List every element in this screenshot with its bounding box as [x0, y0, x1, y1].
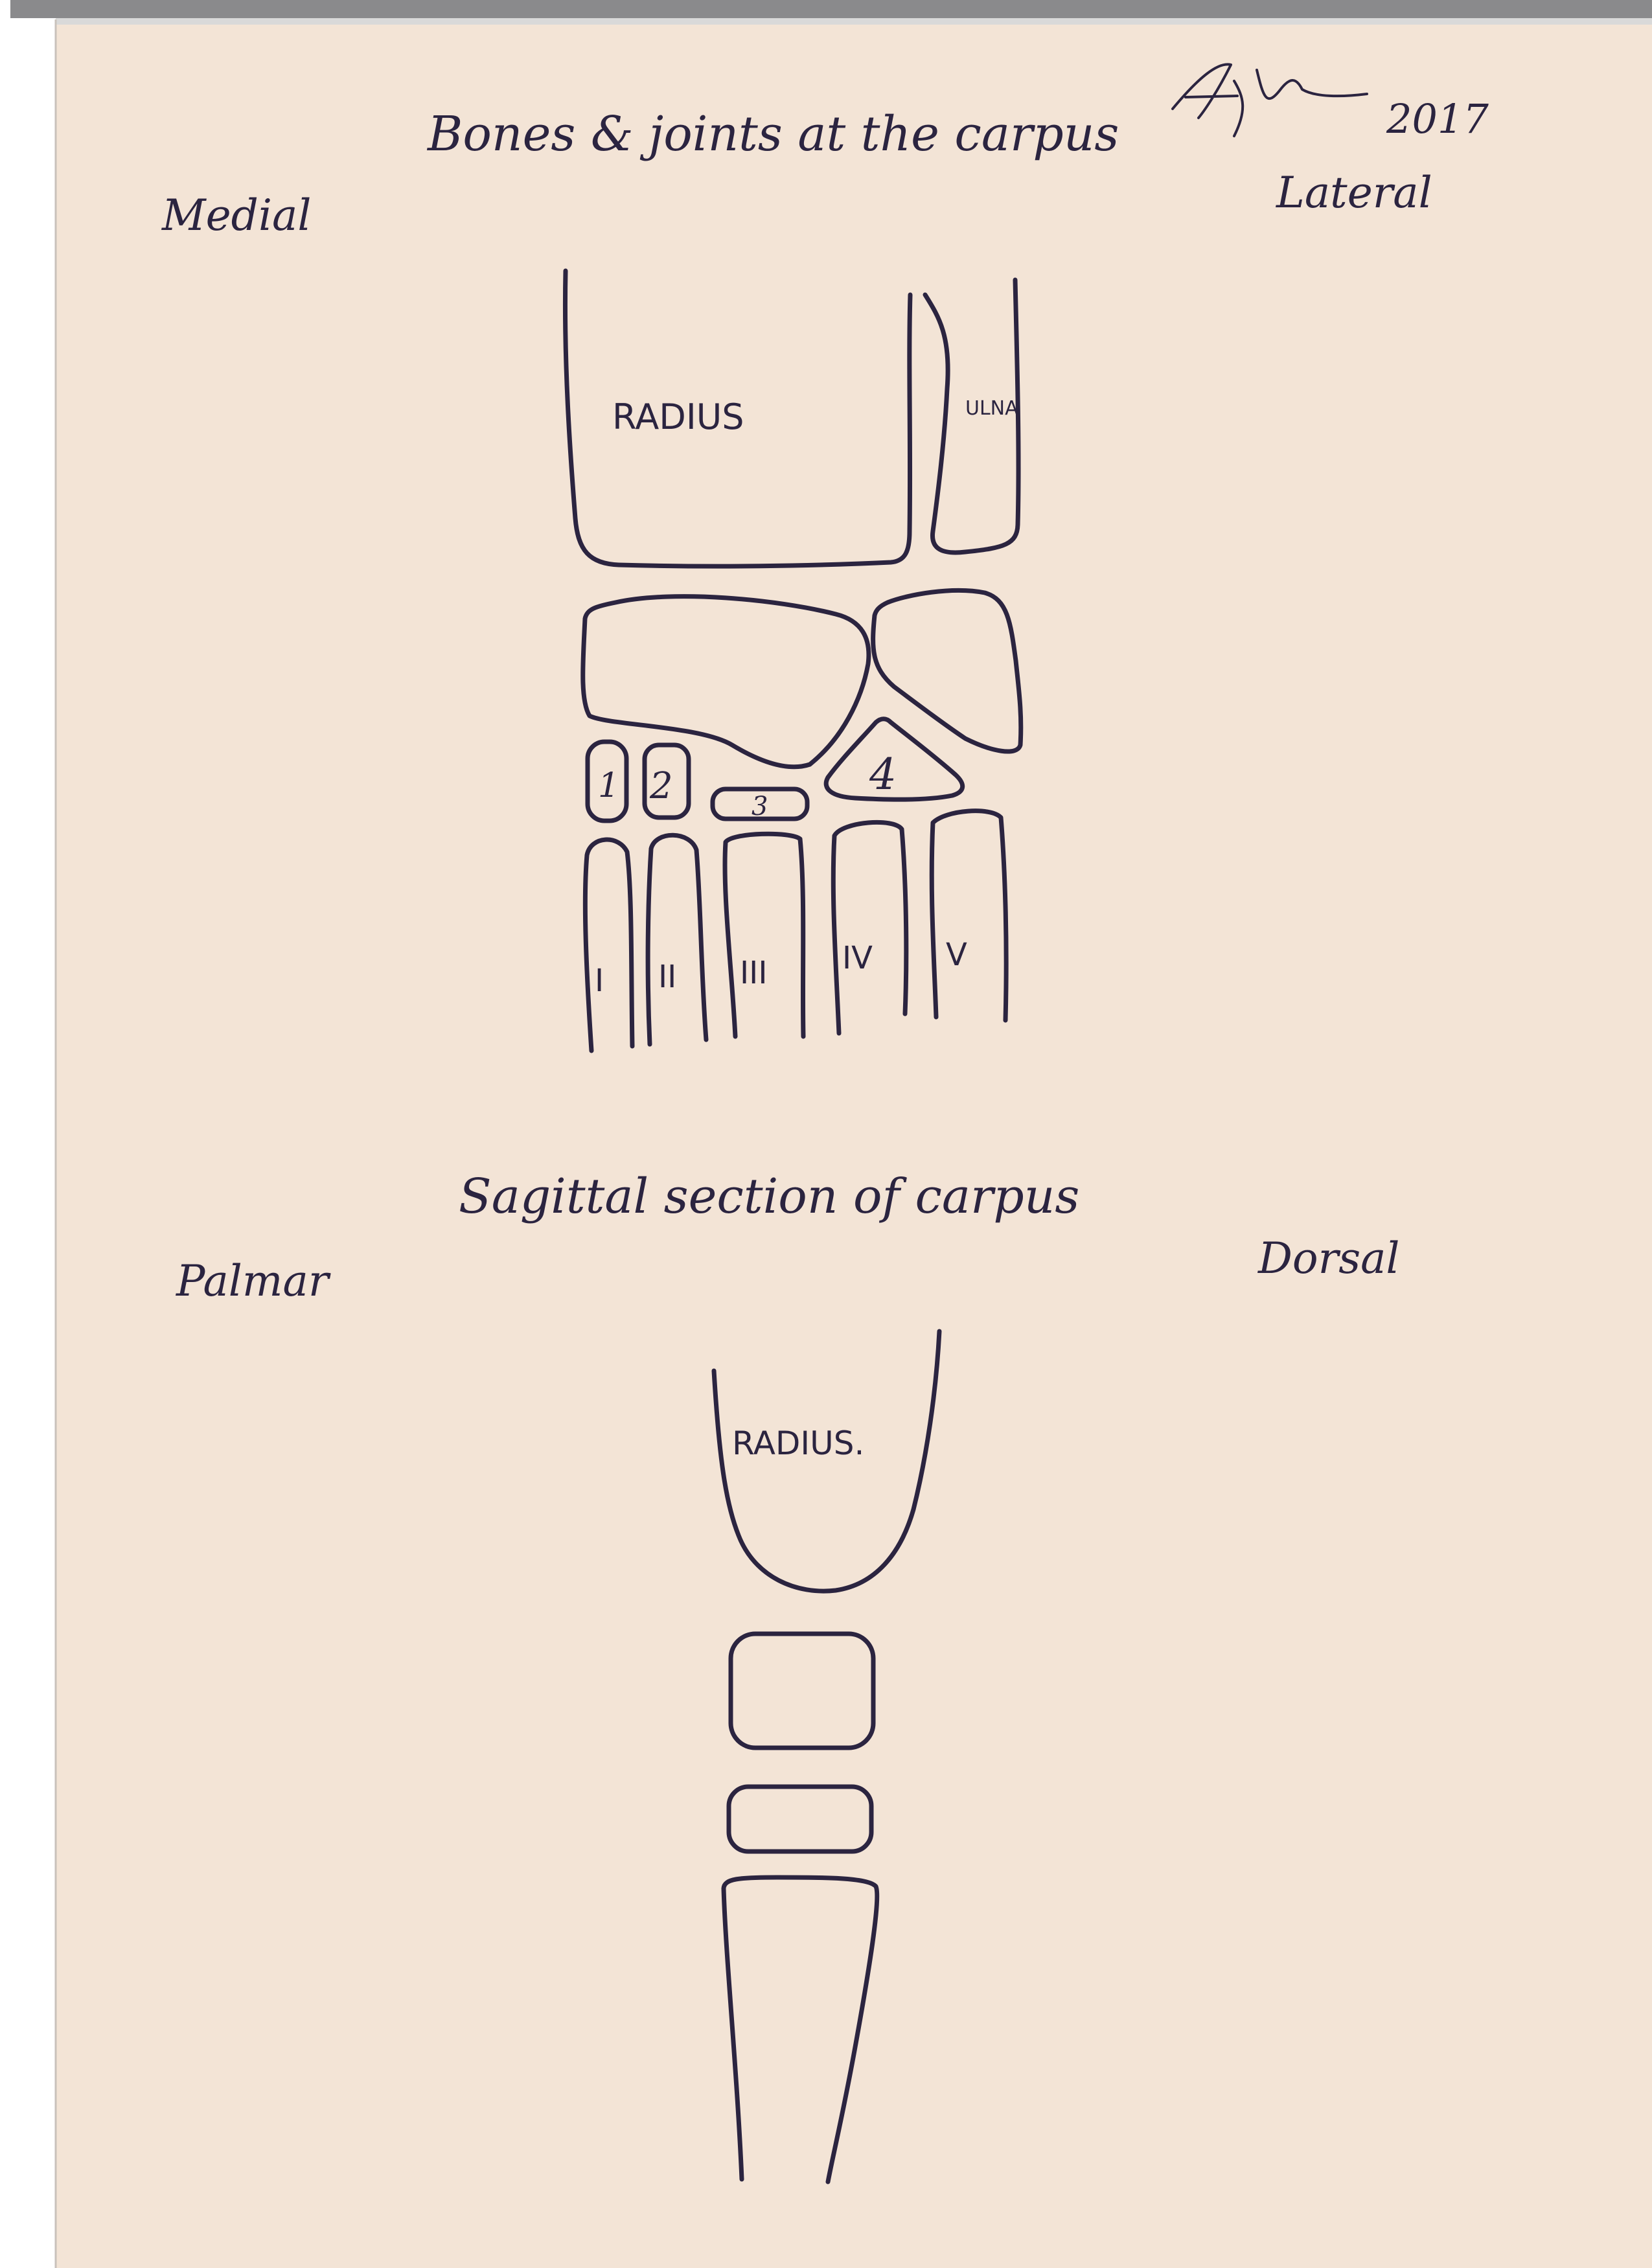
carpal-bone-4: [823, 716, 965, 802]
dorsal-carpus-diagram: RADIUS ULNA 1 2 3 4 I II III IV V: [562, 268, 1024, 1053]
carpal-bone-3: [710, 786, 810, 821]
sagittal-carpus-diagram: RADIUS.: [711, 1329, 942, 2184]
scan-top-edge-highlight: [0, 18, 1652, 25]
carpal-4-label: 4: [869, 750, 897, 799]
carpal-bone-2: [642, 742, 691, 820]
scan-left-strip: [10, 18, 56, 2268]
palmar-label: Palmar: [176, 1256, 331, 1306]
carpal-bone-1: [585, 739, 629, 823]
lateral-label: Lateral: [1276, 168, 1432, 218]
metacarpal-5-label: V: [946, 937, 967, 973]
ulnar-carpal-bone: [871, 588, 1024, 754]
metacarpal-3-label: III: [740, 955, 767, 991]
carpal-2-label: 2: [649, 765, 673, 807]
carpal-1-label: 1: [598, 766, 619, 805]
sagittal-proximal-carpal-bone: [728, 1631, 876, 1750]
sagittal-radius-bone: [711, 1329, 942, 1594]
radius-bone: [562, 268, 913, 569]
sagittal-metacarpal-bone: [721, 1875, 880, 2184]
metacarpal-2-label: II: [658, 959, 676, 995]
metacarpal-5: [929, 808, 1009, 1023]
metacarpal-4-label: IV: [842, 940, 873, 976]
ulna-bone: [923, 277, 1021, 555]
medial-label: Medial: [161, 190, 311, 240]
sagittal-radius-label: RADIUS.: [732, 1425, 864, 1462]
metacarpal-4: [831, 819, 909, 1036]
top-diagram-title: Bones & joints at the carpus: [426, 106, 1119, 162]
dorsal-label: Dorsal: [1257, 1233, 1400, 1283]
radial-carpal-bone: [580, 594, 871, 770]
metacarpal-1-label: I: [595, 963, 604, 999]
carpal-3-label: 3: [751, 792, 768, 821]
scan-left-margin: [0, 0, 10, 2268]
scan-top-edge: [0, 0, 1652, 18]
signature-year: 2017: [1386, 95, 1489, 143]
radius-label: RADIUS: [612, 396, 744, 437]
signature: 2017: [1171, 63, 1489, 143]
sagittal-distal-carpal-bone: [726, 1784, 874, 1854]
bottom-diagram-title: Sagittal section of carpus: [459, 1169, 1079, 1224]
metacarpal-1: [582, 837, 635, 1053]
metacarpal-2: [645, 832, 709, 1047]
ulna-label: ULNA: [965, 397, 1018, 420]
metacarpal-3: [722, 831, 806, 1039]
